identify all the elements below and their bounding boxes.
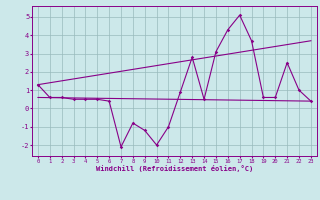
X-axis label: Windchill (Refroidissement éolien,°C): Windchill (Refroidissement éolien,°C) xyxy=(96,165,253,172)
